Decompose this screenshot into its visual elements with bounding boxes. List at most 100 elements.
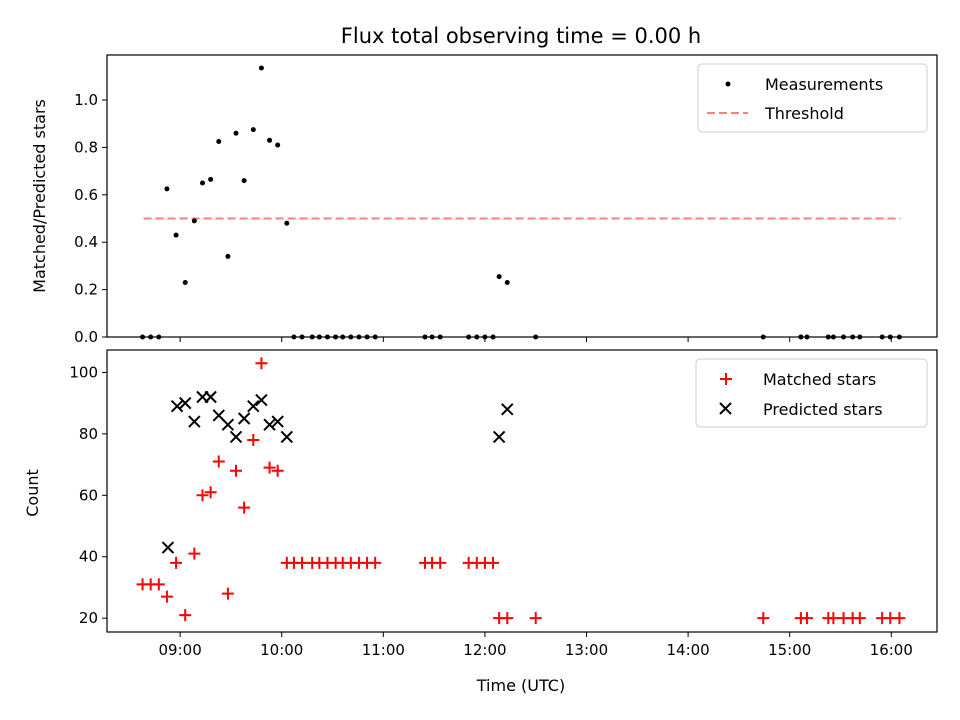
matched-star-point <box>255 357 268 370</box>
matched-star-point <box>271 464 284 477</box>
measurement-point <box>216 138 222 144</box>
predicted-star-point <box>161 541 175 554</box>
measurement-point <box>250 127 256 133</box>
predicted-star-point <box>280 430 294 444</box>
predicted-star-point <box>229 430 243 444</box>
matched-star-point <box>893 612 906 625</box>
bottom-x-axis-label: Time (UTC) <box>476 676 565 695</box>
bottom-plot-frame <box>106 349 938 633</box>
bottom-legend-matched-marker <box>720 373 732 385</box>
bottom-legend-predicted-label: Predicted stars <box>763 400 883 419</box>
predicted-star-point <box>237 412 251 425</box>
matched-star-point <box>221 587 234 600</box>
bottom-x-axis: 09:00 10:00 11:00 12:00 13:00 14:00 15:00 16:00 <box>159 632 913 659</box>
bottom-x-tick-label: 10:00 <box>260 641 303 659</box>
bottom-data-marks <box>136 357 906 625</box>
matched-star-point <box>263 461 276 474</box>
measurement-point <box>225 253 231 259</box>
bottom-x-tick-label: 13:00 <box>565 641 608 659</box>
matched-star-point <box>204 486 217 499</box>
bottom-y-tick-label: 60 <box>79 486 98 504</box>
bottom-y-tick-label: 100 <box>69 363 98 381</box>
measurement-point <box>258 65 264 71</box>
measurement-point <box>233 130 239 136</box>
top-plot-frame <box>106 54 938 338</box>
predicted-star-point <box>247 400 260 413</box>
predicted-star-point <box>212 409 225 422</box>
top-y-tick-label: 0.2 <box>74 281 98 299</box>
measurement-point <box>182 279 188 285</box>
bottom-x-tick-label: 16:00 <box>870 641 913 659</box>
predicted-star-point <box>188 415 201 428</box>
top-panel: Flux total observing time = 0.00 h 0.00.… <box>30 24 938 346</box>
top-y-axis-label: Matched/Predicted stars <box>30 99 49 293</box>
bottom-x-tick-label: 09:00 <box>159 641 202 659</box>
bottom-legend: Matched stars Predicted stars <box>695 358 928 428</box>
top-y-tick-label: 1.0 <box>74 91 98 109</box>
bottom-y-tick-label: 80 <box>79 425 98 443</box>
top-y-tick-label: 0.8 <box>74 138 98 156</box>
measurement-point <box>284 220 290 226</box>
matched-star-point <box>230 464 243 477</box>
predicted-star-point <box>492 430 506 444</box>
bottom-panel: 20 40 60 80 100 09:00 10:00 11:00 12:00 13:00 14:… <box>23 349 938 695</box>
predicted-star-point <box>179 396 192 410</box>
bottom-y-axis-label: Count <box>23 469 42 517</box>
top-legend-measurements-label: Measurements <box>765 75 883 94</box>
matched-star-point <box>853 612 866 625</box>
top-chart-title: Flux total observing time = 0.00 h <box>341 24 701 48</box>
measurement-point <box>496 274 502 280</box>
predicted-star-point <box>221 418 235 431</box>
measurement-point <box>173 232 179 238</box>
predicted-star-point <box>170 400 184 413</box>
matched-star-point <box>800 612 813 625</box>
bottom-y-axis: 20 40 60 80 100 <box>69 363 107 627</box>
matched-star-point <box>487 556 500 569</box>
matched-star-point <box>529 612 542 625</box>
matched-star-point <box>152 578 165 591</box>
top-legend-threshold-label: Threshold <box>764 104 844 123</box>
measurement-point <box>199 180 205 186</box>
top-y-tick-label: 0.0 <box>74 328 98 346</box>
matched-star-point <box>196 489 209 502</box>
matched-star-point <box>369 556 382 569</box>
top-y-tick-label: 0.6 <box>74 186 98 204</box>
matched-star-point <box>188 547 201 560</box>
bottom-legend-predicted-marker <box>719 402 732 415</box>
bottom-legend-box <box>695 358 928 428</box>
measurement-point <box>241 178 247 184</box>
bottom-x-tick-label: 11:00 <box>362 641 405 659</box>
top-legend-box <box>697 63 928 133</box>
top-legend-measurement-marker <box>725 81 731 87</box>
matched-star-point <box>757 612 770 625</box>
bottom-x-tick-label: 14:00 <box>666 641 709 659</box>
matched-star-point <box>434 556 447 569</box>
bottom-x-tick-label: 12:00 <box>463 641 506 659</box>
predicted-star-point <box>255 393 268 407</box>
measurement-point <box>208 176 214 182</box>
top-y-tick-label: 0.4 <box>74 233 98 251</box>
matched-star-point <box>238 501 251 514</box>
matched-star-point <box>170 556 183 569</box>
matched-star-point <box>296 556 309 569</box>
measurement-point <box>267 137 273 143</box>
top-x-axis <box>179 337 892 342</box>
predicted-star-point <box>204 390 217 404</box>
measurement-point <box>164 186 170 192</box>
matched-star-point <box>212 455 225 468</box>
matched-star-point <box>501 612 514 625</box>
measurement-point <box>504 279 510 285</box>
predicted-star-point <box>271 415 284 428</box>
top-legend: Measurements Threshold <box>697 63 928 133</box>
matched-star-point <box>160 590 173 603</box>
matched-star-point <box>179 609 192 622</box>
matched-star-point <box>827 612 840 625</box>
bottom-legend-matched-label: Matched stars <box>763 370 876 389</box>
predicted-star-point <box>263 418 276 431</box>
measurement-point <box>275 142 281 148</box>
bottom-x-tick-label: 15:00 <box>768 641 811 659</box>
measurement-point <box>191 218 197 224</box>
bottom-y-tick-label: 40 <box>79 548 98 566</box>
top-y-axis: 0.0 0.2 0.4 0.6 0.8 1.0 <box>74 91 107 346</box>
